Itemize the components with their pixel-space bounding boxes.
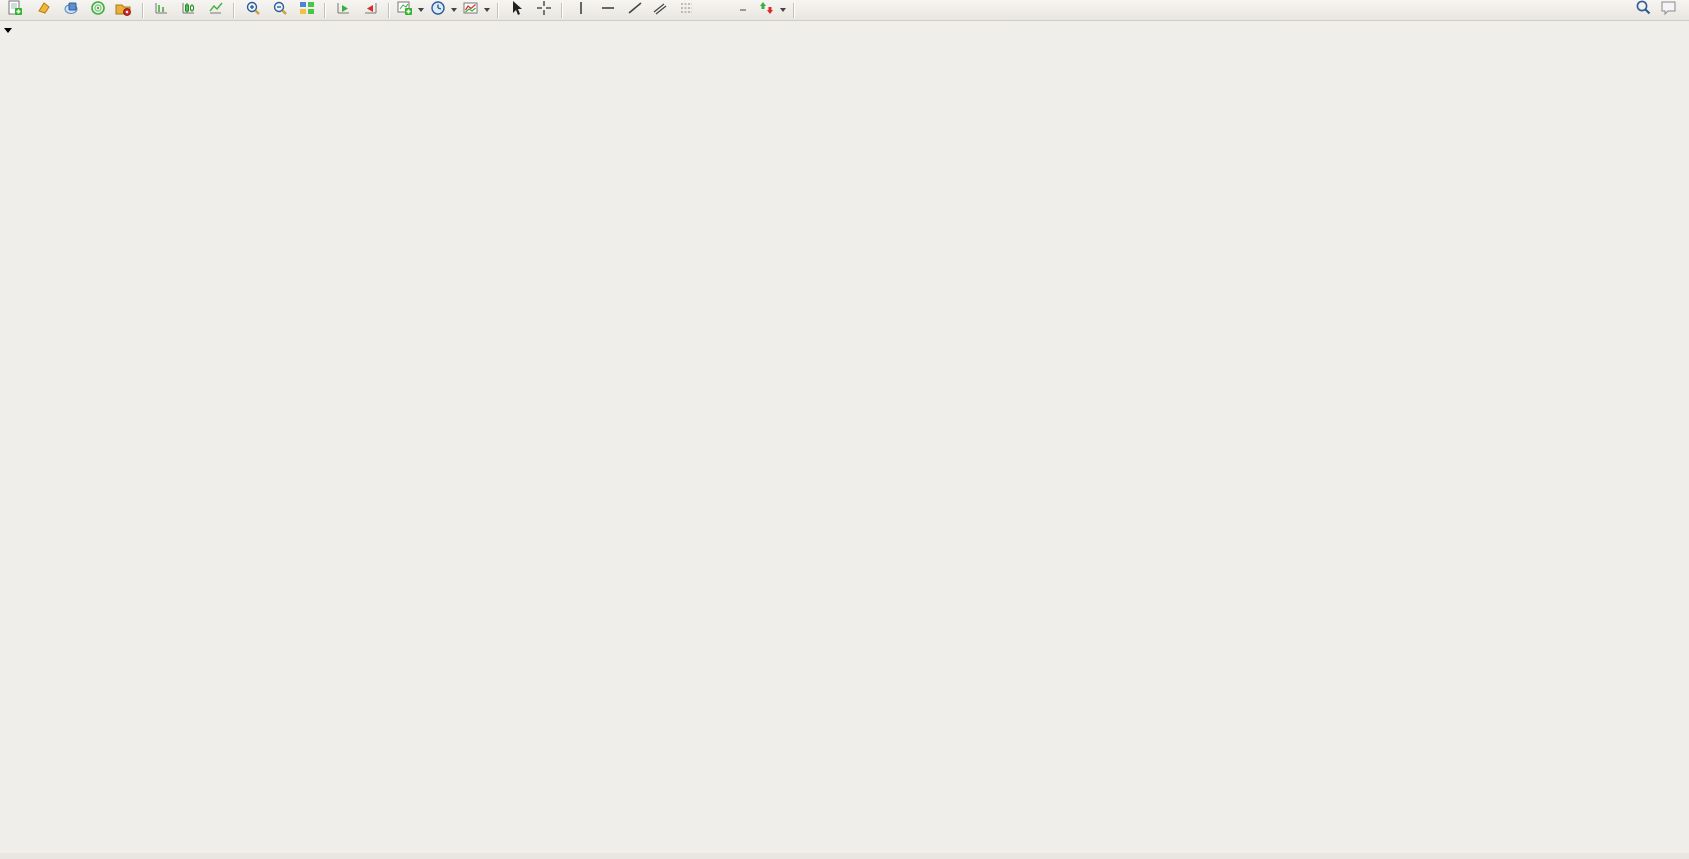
- bar-chart-icon: [154, 0, 170, 21]
- market-watch-button[interactable]: [30, 0, 57, 21]
- separator: [793, 2, 795, 18]
- separator: [561, 2, 563, 18]
- auto-trading-button[interactable]: [111, 0, 138, 21]
- chart-shift-button[interactable]: [330, 0, 357, 21]
- vertical-line-icon: [573, 0, 589, 21]
- fibonacci-icon: [680, 1, 694, 20]
- new-order-icon: [7, 0, 23, 21]
- fibonacci-tool[interactable]: [675, 0, 702, 21]
- separator: [233, 2, 235, 18]
- zoom-in-icon: [245, 0, 261, 21]
- separator: [142, 2, 144, 18]
- separator: [388, 2, 390, 18]
- trendline-tool[interactable]: [621, 0, 648, 21]
- crosshair-tool-button[interactable]: [530, 0, 557, 21]
- line-chart-icon: [208, 0, 224, 21]
- separator: [324, 2, 326, 18]
- equidistant-channel-tool[interactable]: [648, 0, 675, 21]
- symbol-dropdown-icon[interactable]: [4, 28, 12, 33]
- notifications-button[interactable]: [1660, 0, 1678, 21]
- zoom-out-button[interactable]: [266, 0, 293, 21]
- line-chart-mode-button[interactable]: [202, 0, 229, 21]
- arrows-icon: [759, 0, 775, 21]
- clock-icon: [430, 0, 446, 21]
- signals-button[interactable]: [84, 0, 111, 21]
- vertical-line-tool[interactable]: [567, 0, 594, 21]
- trendline-icon: [627, 0, 643, 21]
- candlestick-mode-button[interactable]: [175, 0, 202, 21]
- auto-scroll-button[interactable]: [357, 0, 384, 21]
- templates-icon: [463, 0, 479, 21]
- quotes-book-icon: [36, 0, 52, 21]
- chart-title-bar: [4, 23, 24, 38]
- cursor-icon: [509, 0, 525, 21]
- chart-shift-icon: [336, 0, 352, 21]
- text-tool[interactable]: [702, 0, 729, 21]
- new-chart-icon: [397, 0, 413, 21]
- text-label-icon: [739, 9, 746, 11]
- auto-trading-icon: [115, 0, 131, 21]
- metaeditor-button[interactable]: [57, 0, 84, 21]
- channel-icon: [653, 1, 667, 20]
- horizontal-scrollbar[interactable]: [0, 853, 1689, 859]
- toolbar: [0, 0, 1689, 21]
- periods-dropdown[interactable]: [427, 0, 460, 21]
- tile-windows-icon: [299, 0, 315, 21]
- chevron-down-icon: [451, 8, 457, 12]
- candlestick-chart-icon: [181, 0, 197, 21]
- new-chart-dropdown[interactable]: [394, 0, 427, 21]
- horizontal-line-tool[interactable]: [594, 0, 621, 21]
- zoom-in-button[interactable]: [239, 0, 266, 21]
- bar-chart-mode-button[interactable]: [148, 0, 175, 21]
- text-label-tool[interactable]: [729, 0, 756, 21]
- chevron-down-icon: [780, 8, 786, 12]
- chevron-down-icon: [418, 8, 424, 12]
- crosshair-icon: [536, 0, 552, 21]
- arrows-dropdown[interactable]: [756, 0, 789, 21]
- chevron-down-icon: [484, 8, 490, 12]
- new-order-button[interactable]: [3, 0, 30, 21]
- templates-dropdown[interactable]: [460, 0, 493, 21]
- tile-windows-button[interactable]: [293, 0, 320, 21]
- toolbar-right: [1635, 0, 1686, 21]
- horizontal-line-icon: [600, 0, 616, 21]
- metaeditor-icon: [63, 0, 79, 21]
- separator: [497, 2, 499, 18]
- cursor-tool-button[interactable]: [503, 0, 530, 21]
- auto-scroll-icon: [363, 0, 379, 21]
- zoom-out-icon: [272, 0, 288, 21]
- search-icon[interactable]: [1635, 0, 1652, 21]
- signals-icon: [90, 0, 106, 21]
